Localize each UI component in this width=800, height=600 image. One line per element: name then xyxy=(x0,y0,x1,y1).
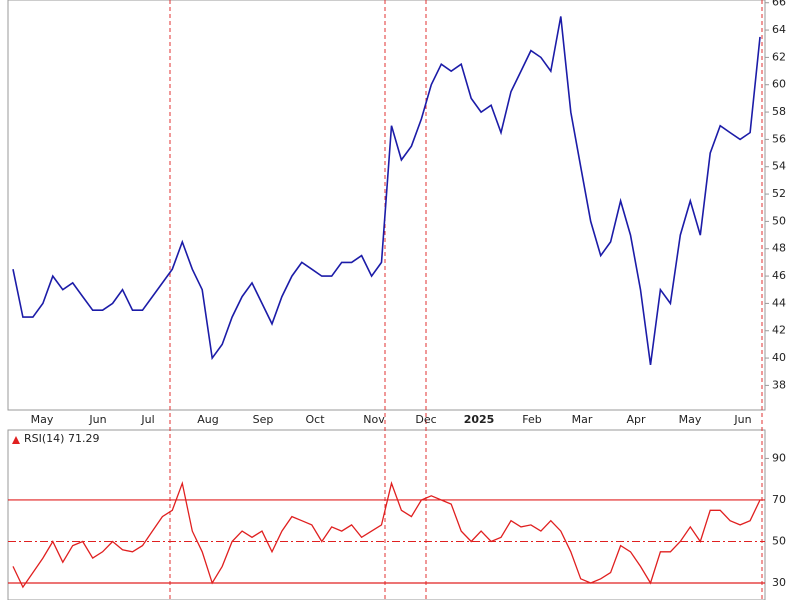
y-tick-label: 64 xyxy=(772,23,786,36)
y-tick-label: 90 xyxy=(772,451,786,464)
x-tick-label: Apr xyxy=(626,413,646,426)
y-tick-label: 52 xyxy=(772,187,786,200)
x-tick-label: Oct xyxy=(305,413,325,426)
series-line xyxy=(12,480,761,589)
y-tick-label: 66 xyxy=(772,0,786,9)
y-tick-label: 70 xyxy=(772,493,786,506)
x-tick-label: Jun xyxy=(88,413,106,426)
y-tick-label: 40 xyxy=(772,351,786,364)
x-tick-label: Jun xyxy=(733,413,751,426)
x-tick-label: Feb xyxy=(522,413,541,426)
x-tick-label: Dec xyxy=(415,413,436,426)
x-tick-label: Aug xyxy=(197,413,218,426)
x-tick-label: 2025 xyxy=(464,413,495,426)
rsi-icon xyxy=(12,436,20,444)
y-tick-label: 46 xyxy=(772,269,786,282)
price-panel xyxy=(7,0,766,411)
y-tick-label: 30 xyxy=(772,576,786,589)
y-tick-label: 54 xyxy=(772,160,786,173)
y-tick-label: 50 xyxy=(772,534,786,547)
y-tick-label: 60 xyxy=(772,78,786,91)
x-tick-label: Mar xyxy=(572,413,593,426)
y-tick-label: 56 xyxy=(772,132,786,145)
y-tick-label: 62 xyxy=(772,50,786,63)
series-line xyxy=(12,16,761,366)
x-tick-label: Nov xyxy=(363,413,385,426)
y-tick-label: 42 xyxy=(772,324,786,337)
rsi-title: RSI(14) 71.29 xyxy=(24,432,99,445)
x-tick-label: May xyxy=(31,413,54,426)
y-tick-label: 38 xyxy=(772,378,786,391)
y-tick-label: 48 xyxy=(772,242,786,255)
y-tick-label: 58 xyxy=(772,105,786,118)
x-tick-label: Jul xyxy=(140,413,154,426)
y-tick-label: 44 xyxy=(772,296,786,309)
y-tick-label: 50 xyxy=(772,214,786,227)
rsi-panel xyxy=(7,429,766,600)
x-tick-label: May xyxy=(679,413,702,426)
x-tick-label: Sep xyxy=(253,413,274,426)
